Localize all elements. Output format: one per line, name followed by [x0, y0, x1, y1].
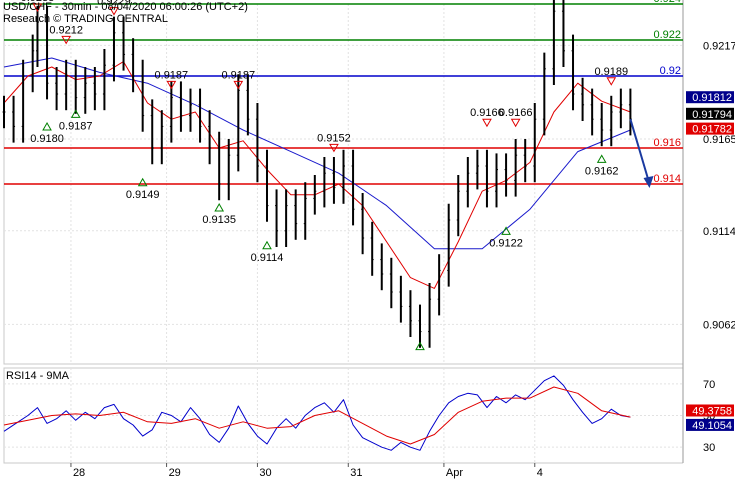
- price-tag: [686, 91, 734, 104]
- forecast-arrow: [629, 118, 651, 185]
- swing-high-marker: [510, 118, 521, 128]
- rsi-value-tag: [686, 404, 734, 417]
- level-label: 0.92: [660, 65, 681, 77]
- price-tag: [686, 122, 734, 135]
- rsi-value-tag-label: 49.3758: [692, 405, 732, 417]
- swing-low-label: 0.9187: [59, 120, 93, 132]
- rsi-series-line: [3, 386, 631, 445]
- swing-high-marker: [606, 77, 617, 86]
- swing-high-label: 0.9212: [49, 24, 83, 36]
- level-label: 0.914: [653, 173, 681, 185]
- rsi-value-tag-label: 49.1054: [692, 420, 732, 432]
- swing-high-label: 0.9187: [221, 69, 255, 81]
- swing-high-label: 0.9187: [155, 69, 189, 81]
- swing-high-marker: [482, 118, 492, 128]
- x-tick-label: 31: [350, 467, 362, 479]
- x-tick-label: 28: [73, 467, 85, 479]
- price-tick-label: 0.9217: [703, 40, 735, 52]
- axis-strip: [683, 0, 735, 480]
- level-label: 0.922: [653, 29, 681, 41]
- level-label: 0.924: [653, 0, 681, 5]
- swing-low-label: 0.9149: [126, 189, 160, 201]
- price-tick-label: 0.9062: [703, 319, 735, 331]
- swing-high-label: 0.9229: [97, 0, 131, 8]
- swing-low-marker: [596, 154, 607, 163]
- swing-low-marker: [70, 109, 81, 118]
- swing-high-marker: [61, 35, 72, 45]
- watermark: Research © TRADING CENTRAL: [3, 13, 168, 25]
- rsi-tick-label: 70: [703, 379, 715, 391]
- forecast-arrowhead: [643, 176, 654, 188]
- swing-high-label: 0.9166: [470, 107, 504, 119]
- swing-high-marker: [329, 143, 339, 153]
- swing-low-marker: [137, 177, 148, 187]
- level-label: 0.916: [653, 137, 681, 149]
- price-tag-label: 0.91794: [692, 109, 732, 121]
- rsi-value-tag: [686, 418, 734, 431]
- swing-low-marker: [214, 202, 225, 212]
- swing-high-marker: [109, 7, 119, 16]
- x-tick-label: 29: [169, 467, 181, 479]
- swing-high-label: 0.9152: [317, 132, 351, 144]
- swing-low-label: 0.9135: [202, 214, 236, 226]
- swing-high-label: 0.9166: [499, 107, 533, 119]
- chart-title: USD/CHF - 30min - 08/04/2020 06:00:26 (U…: [3, 1, 248, 13]
- price-tag-label: 0.91812: [692, 92, 732, 104]
- swing-high-marker: [166, 80, 177, 90]
- swing-low-label: 0.9180: [30, 133, 64, 145]
- rsi-title: RSI14 - 9MA: [6, 370, 70, 382]
- ma-blue-line: [3, 57, 631, 250]
- swing-high-marker: [32, 3, 43, 13]
- swing-high-marker: [233, 80, 244, 90]
- price-tick-label: 0.9114: [703, 226, 735, 238]
- swing-low-marker: [415, 341, 425, 351]
- price-tick-label: 0.9165: [703, 134, 735, 146]
- x-tick-label: 4: [537, 467, 543, 479]
- swing-low-marker: [262, 240, 272, 250]
- x-tick-label: Apr: [446, 467, 463, 479]
- swing-low-label: 0.9162: [585, 165, 619, 177]
- swing-low-marker: [42, 121, 52, 131]
- swing-high-label: 0.9189: [594, 66, 628, 78]
- swing-low-label: 0.9114: [251, 252, 284, 264]
- swing-low-label: 0.9122: [489, 237, 523, 249]
- x-tick-label: 30: [259, 467, 271, 479]
- swing-high-label: 0.9238: [21, 0, 55, 4]
- price-tag: [686, 107, 734, 120]
- rsi-tick-label: 30: [703, 442, 715, 454]
- price-tag-label: 0.91782: [692, 124, 732, 136]
- swing-low-marker: [501, 226, 511, 235]
